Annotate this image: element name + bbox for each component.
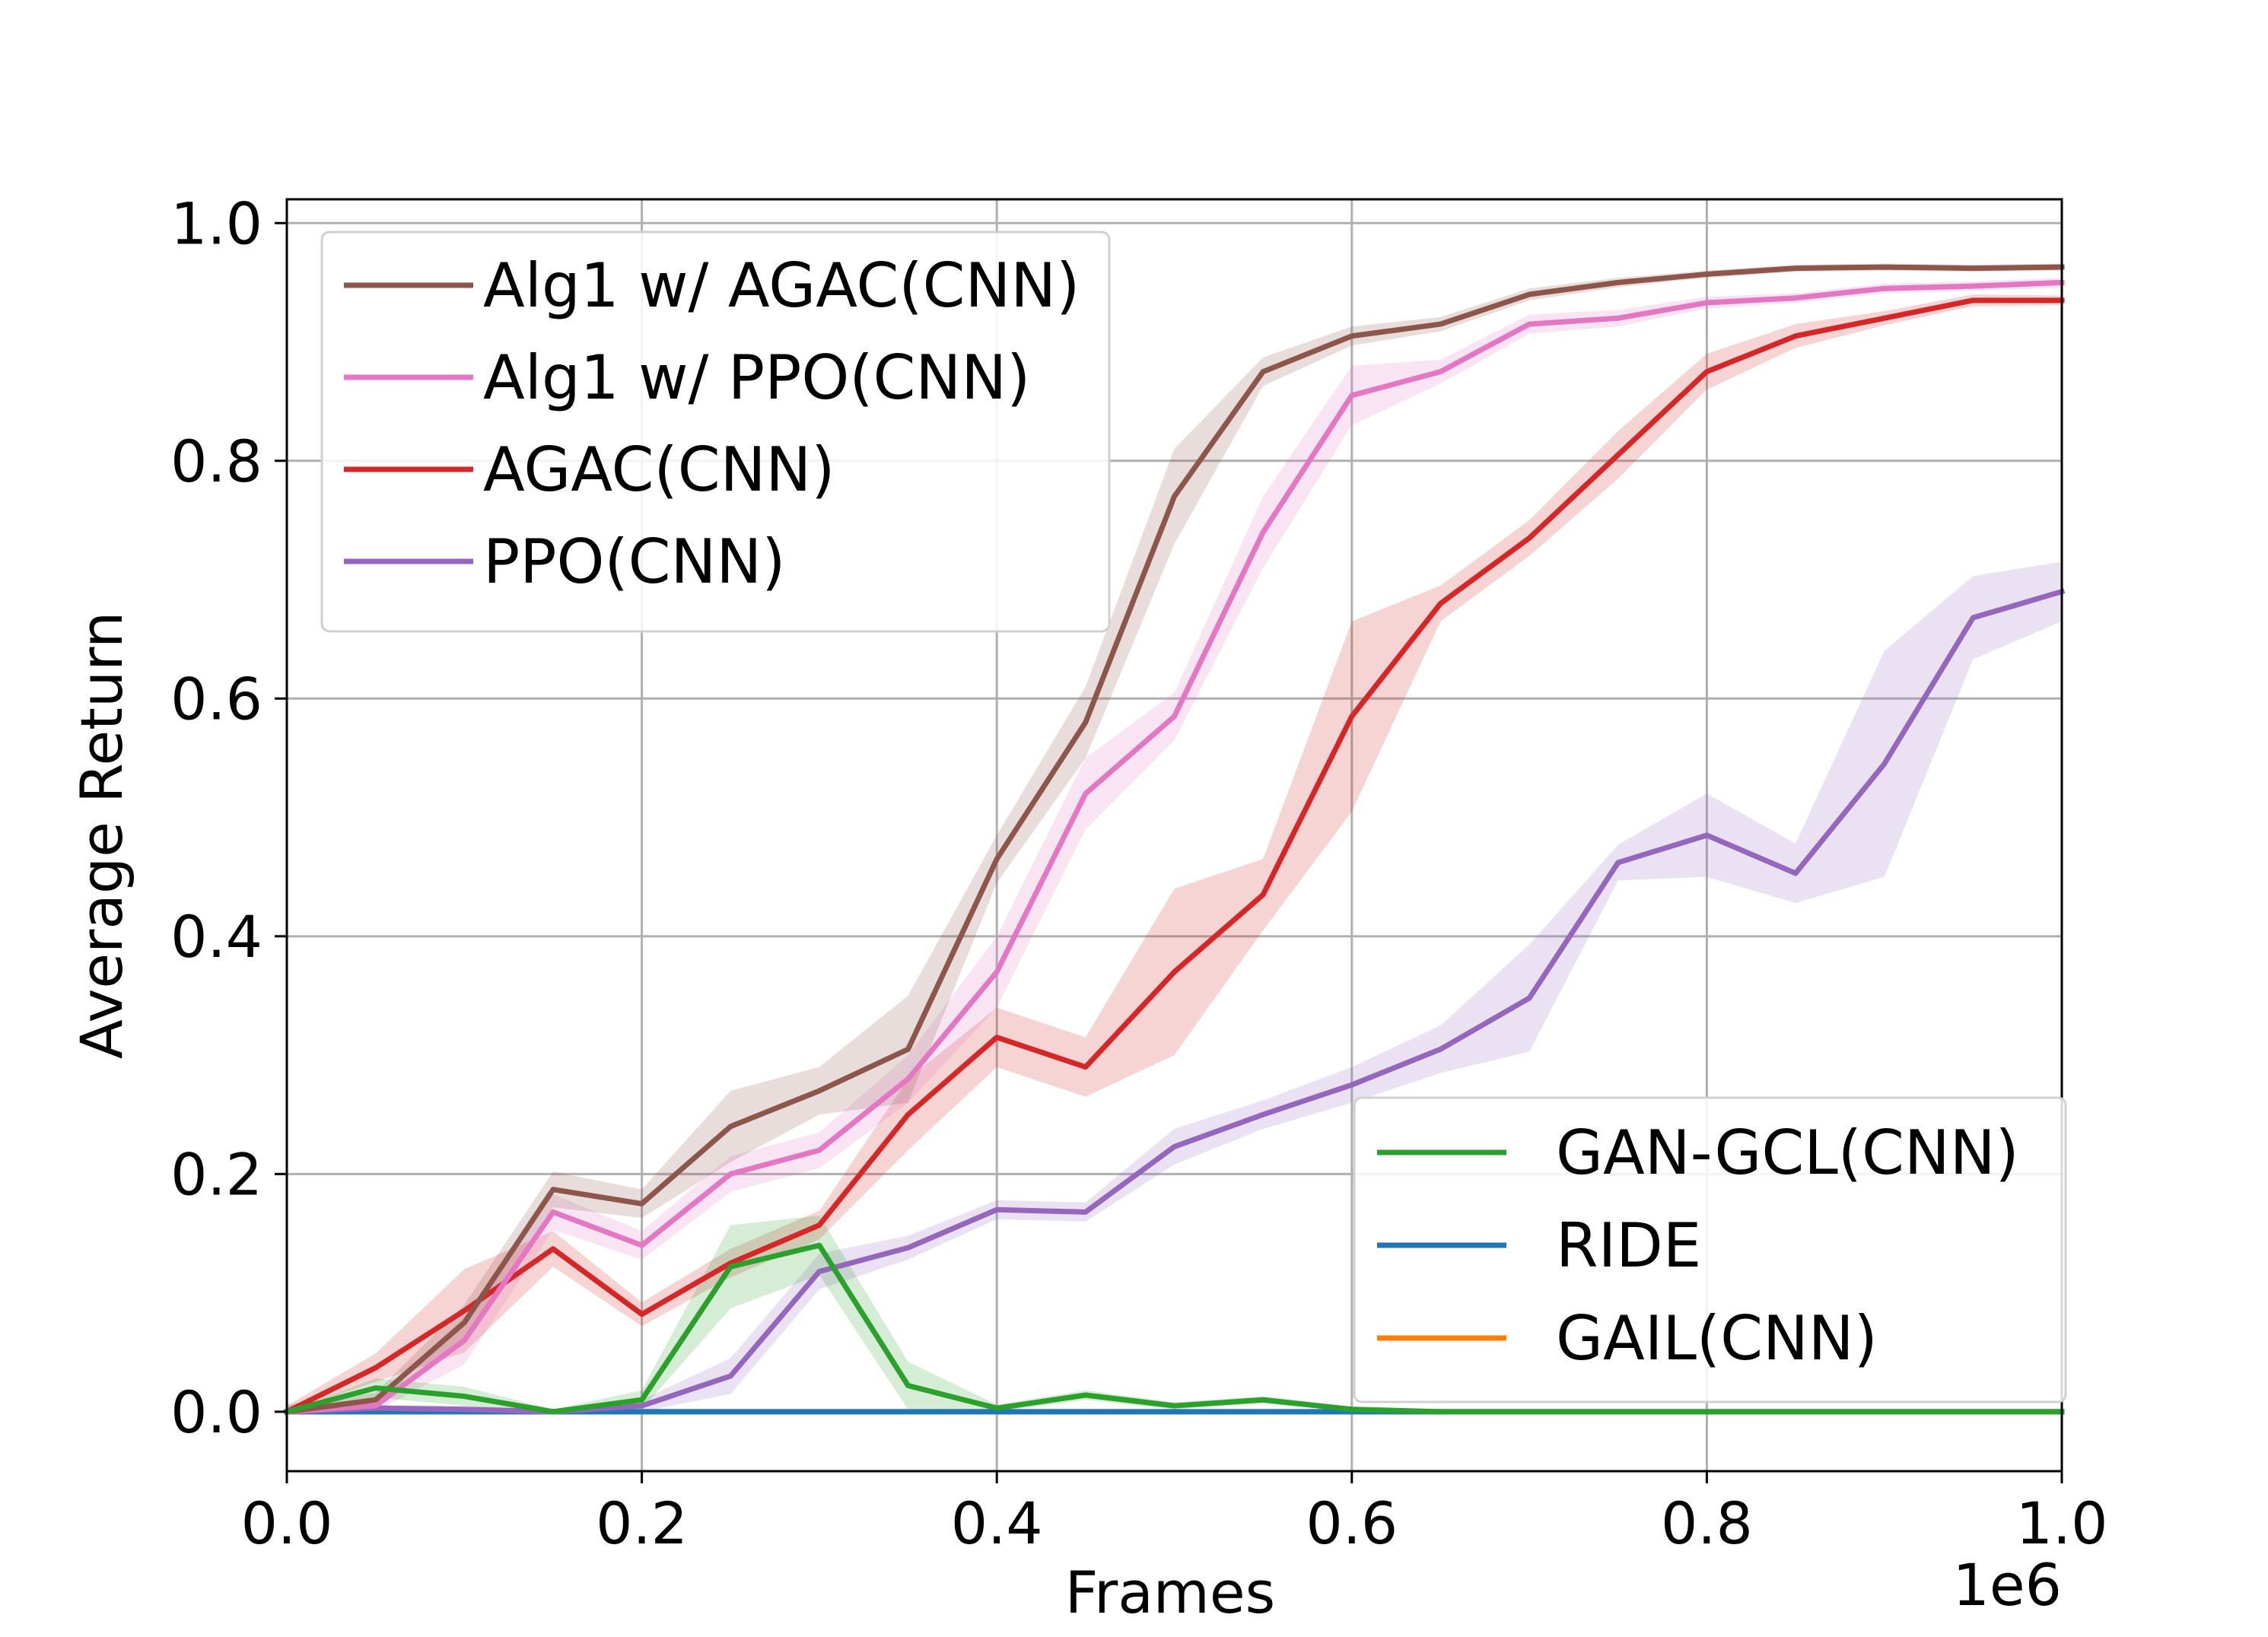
y-tick-label: 0.0 [170,1378,262,1446]
x-axis-label: Frames [1065,1559,1275,1626]
legend-label: AGAC(CNN) [483,434,835,505]
plot-frame [285,198,2063,1473]
x-tick-label: 0.2 [596,1489,688,1557]
legend-label: PPO(CNN) [483,526,785,597]
y-axis-label: Average Return [68,612,135,1059]
legend-label: Alg1 w/ PPO(CNN) [483,342,1030,413]
x-tick-label: 0.6 [1306,1489,1398,1557]
y-tick-label: 0.6 [170,665,262,733]
y-tick-label: 0.2 [170,1140,262,1208]
x-tick-label: 0.0 [241,1489,333,1557]
band-agac-cnn [287,294,2062,1412]
legend-box [1353,1096,2067,1403]
x-tick-label: 1.0 [2016,1489,2108,1557]
series-line-alg1-w-ppo-cnn [284,279,2065,1415]
x-axis-offset-label: 1e6 [1953,1551,2062,1619]
legend-box [320,230,1111,633]
legend-upper-left: Alg1 w/ AGAC(CNN) Alg1 w/ PPO(CNN) AGAC(CN… [320,230,1111,633]
y-tick-label: 1.0 [170,189,262,257]
y-tick-label: 0.8 [170,428,262,495]
legend-label: GAIL(CNN) [1556,1303,1878,1374]
legend-lower-right: GAN-GCL(CNN) RIDE GAIL(CNN) [1353,1096,2067,1403]
x-tick-label: 0.4 [951,1489,1043,1557]
legend-label: RIDE [1556,1210,1701,1281]
legend-label: Alg1 w/ AGAC(CNN) [483,250,1080,321]
legend-label: GAN-GCL(CNN) [1556,1117,2019,1188]
series-line-agac-cnn [283,297,2065,1416]
series-lines [283,264,2066,1416]
x-tick-label: 0.8 [1661,1489,1753,1557]
axis-ticks: 0.0 0.2 0.4 0.6 0.8 1.0 0.0 0.2 0.4 0.6 0.8 1.0 [170,189,2107,1557]
series-line-gan-gcl-cnn [283,1242,2065,1416]
series-line-alg1-w-agac-cnn [284,264,2065,1415]
y-tick-label: 0.4 [170,903,262,971]
